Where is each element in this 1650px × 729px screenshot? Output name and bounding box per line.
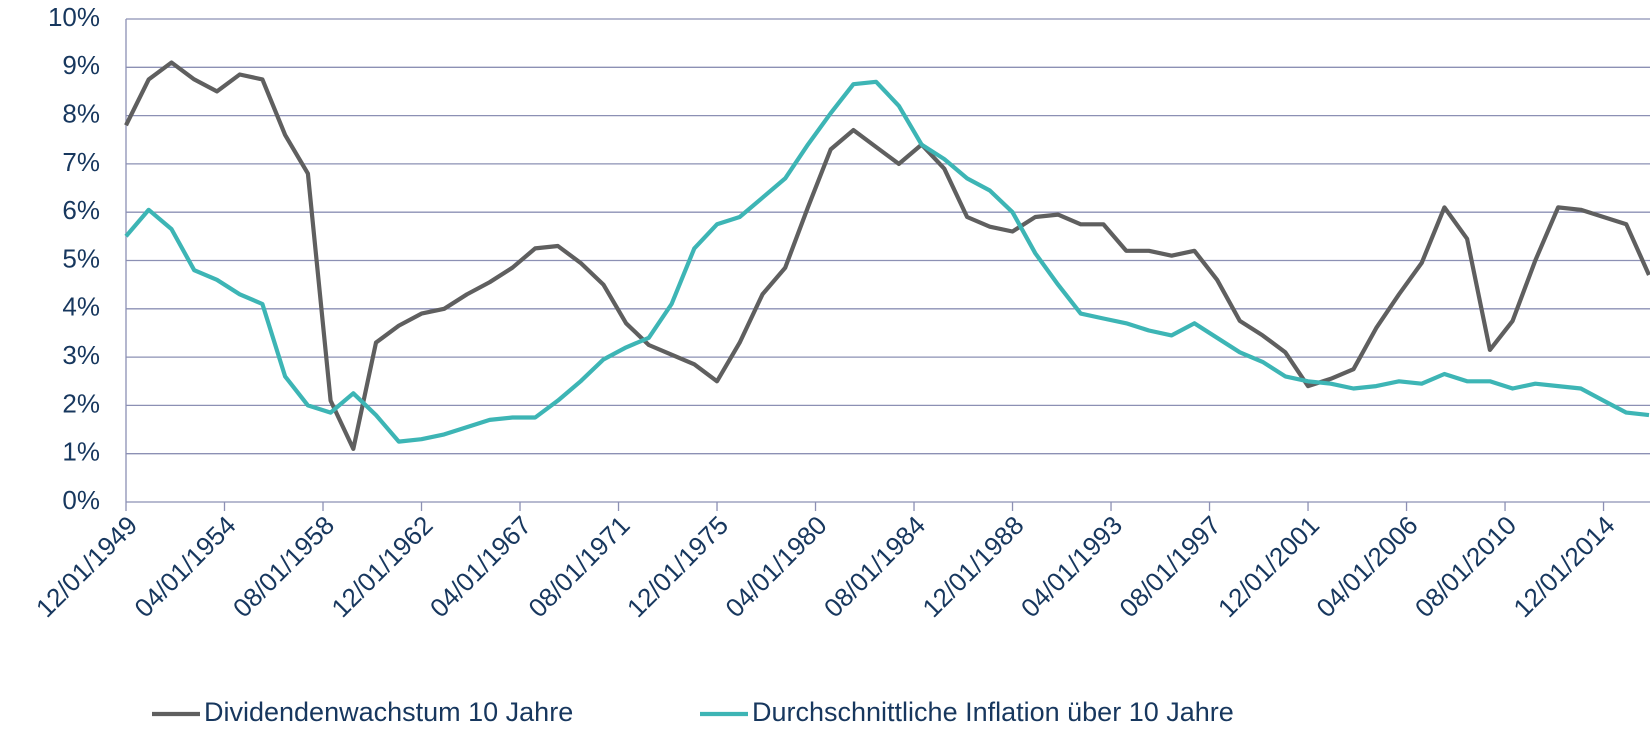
- y-tick-label: 5%: [62, 243, 100, 273]
- y-tick-label: 9%: [62, 50, 100, 80]
- x-tick-label: 08/01/1971: [522, 510, 635, 623]
- x-tick-label: 04/01/1967: [424, 510, 537, 623]
- x-tick-label: 04/01/2006: [1310, 510, 1423, 623]
- y-tick-label: 0%: [62, 485, 100, 515]
- y-tick-label: 6%: [62, 195, 100, 225]
- series-line: [124, 79, 1650, 444]
- x-tick-label: 04/01/1954: [128, 510, 241, 623]
- x-tick-label: 12/01/1962: [325, 510, 438, 623]
- y-tick-label: 7%: [62, 147, 100, 177]
- y-tick-label: 1%: [62, 437, 100, 467]
- x-tick-label: 08/01/2010: [1409, 510, 1522, 623]
- y-tick-label: 2%: [62, 388, 100, 418]
- x-tick-label: 08/01/1958: [227, 510, 340, 623]
- x-tick-label: 12/01/1975: [621, 510, 734, 623]
- legend-label: Durchschnittliche Inflation über 10 Jahr…: [752, 697, 1234, 727]
- x-tick-label: 12/01/2001: [1212, 510, 1325, 623]
- legend-label: Dividendenwachstum 10 Jahre: [204, 697, 573, 727]
- y-tick-label: 10%: [48, 2, 100, 32]
- x-tick-label: 04/01/1993: [1015, 510, 1128, 623]
- x-tick-label: 12/01/2014: [1507, 510, 1620, 623]
- x-tick-label: 08/01/1997: [1113, 510, 1226, 623]
- x-tick-label: 12/01/1949: [30, 510, 143, 623]
- y-tick-label: 8%: [62, 98, 100, 128]
- x-tick-label: 12/01/1988: [916, 510, 1029, 623]
- y-tick-label: 3%: [62, 340, 100, 370]
- y-tick-label: 4%: [62, 292, 100, 322]
- series-line: [124, 60, 1650, 451]
- x-tick-label: 04/01/1980: [719, 510, 832, 623]
- x-tick-label: 08/01/1984: [818, 510, 931, 623]
